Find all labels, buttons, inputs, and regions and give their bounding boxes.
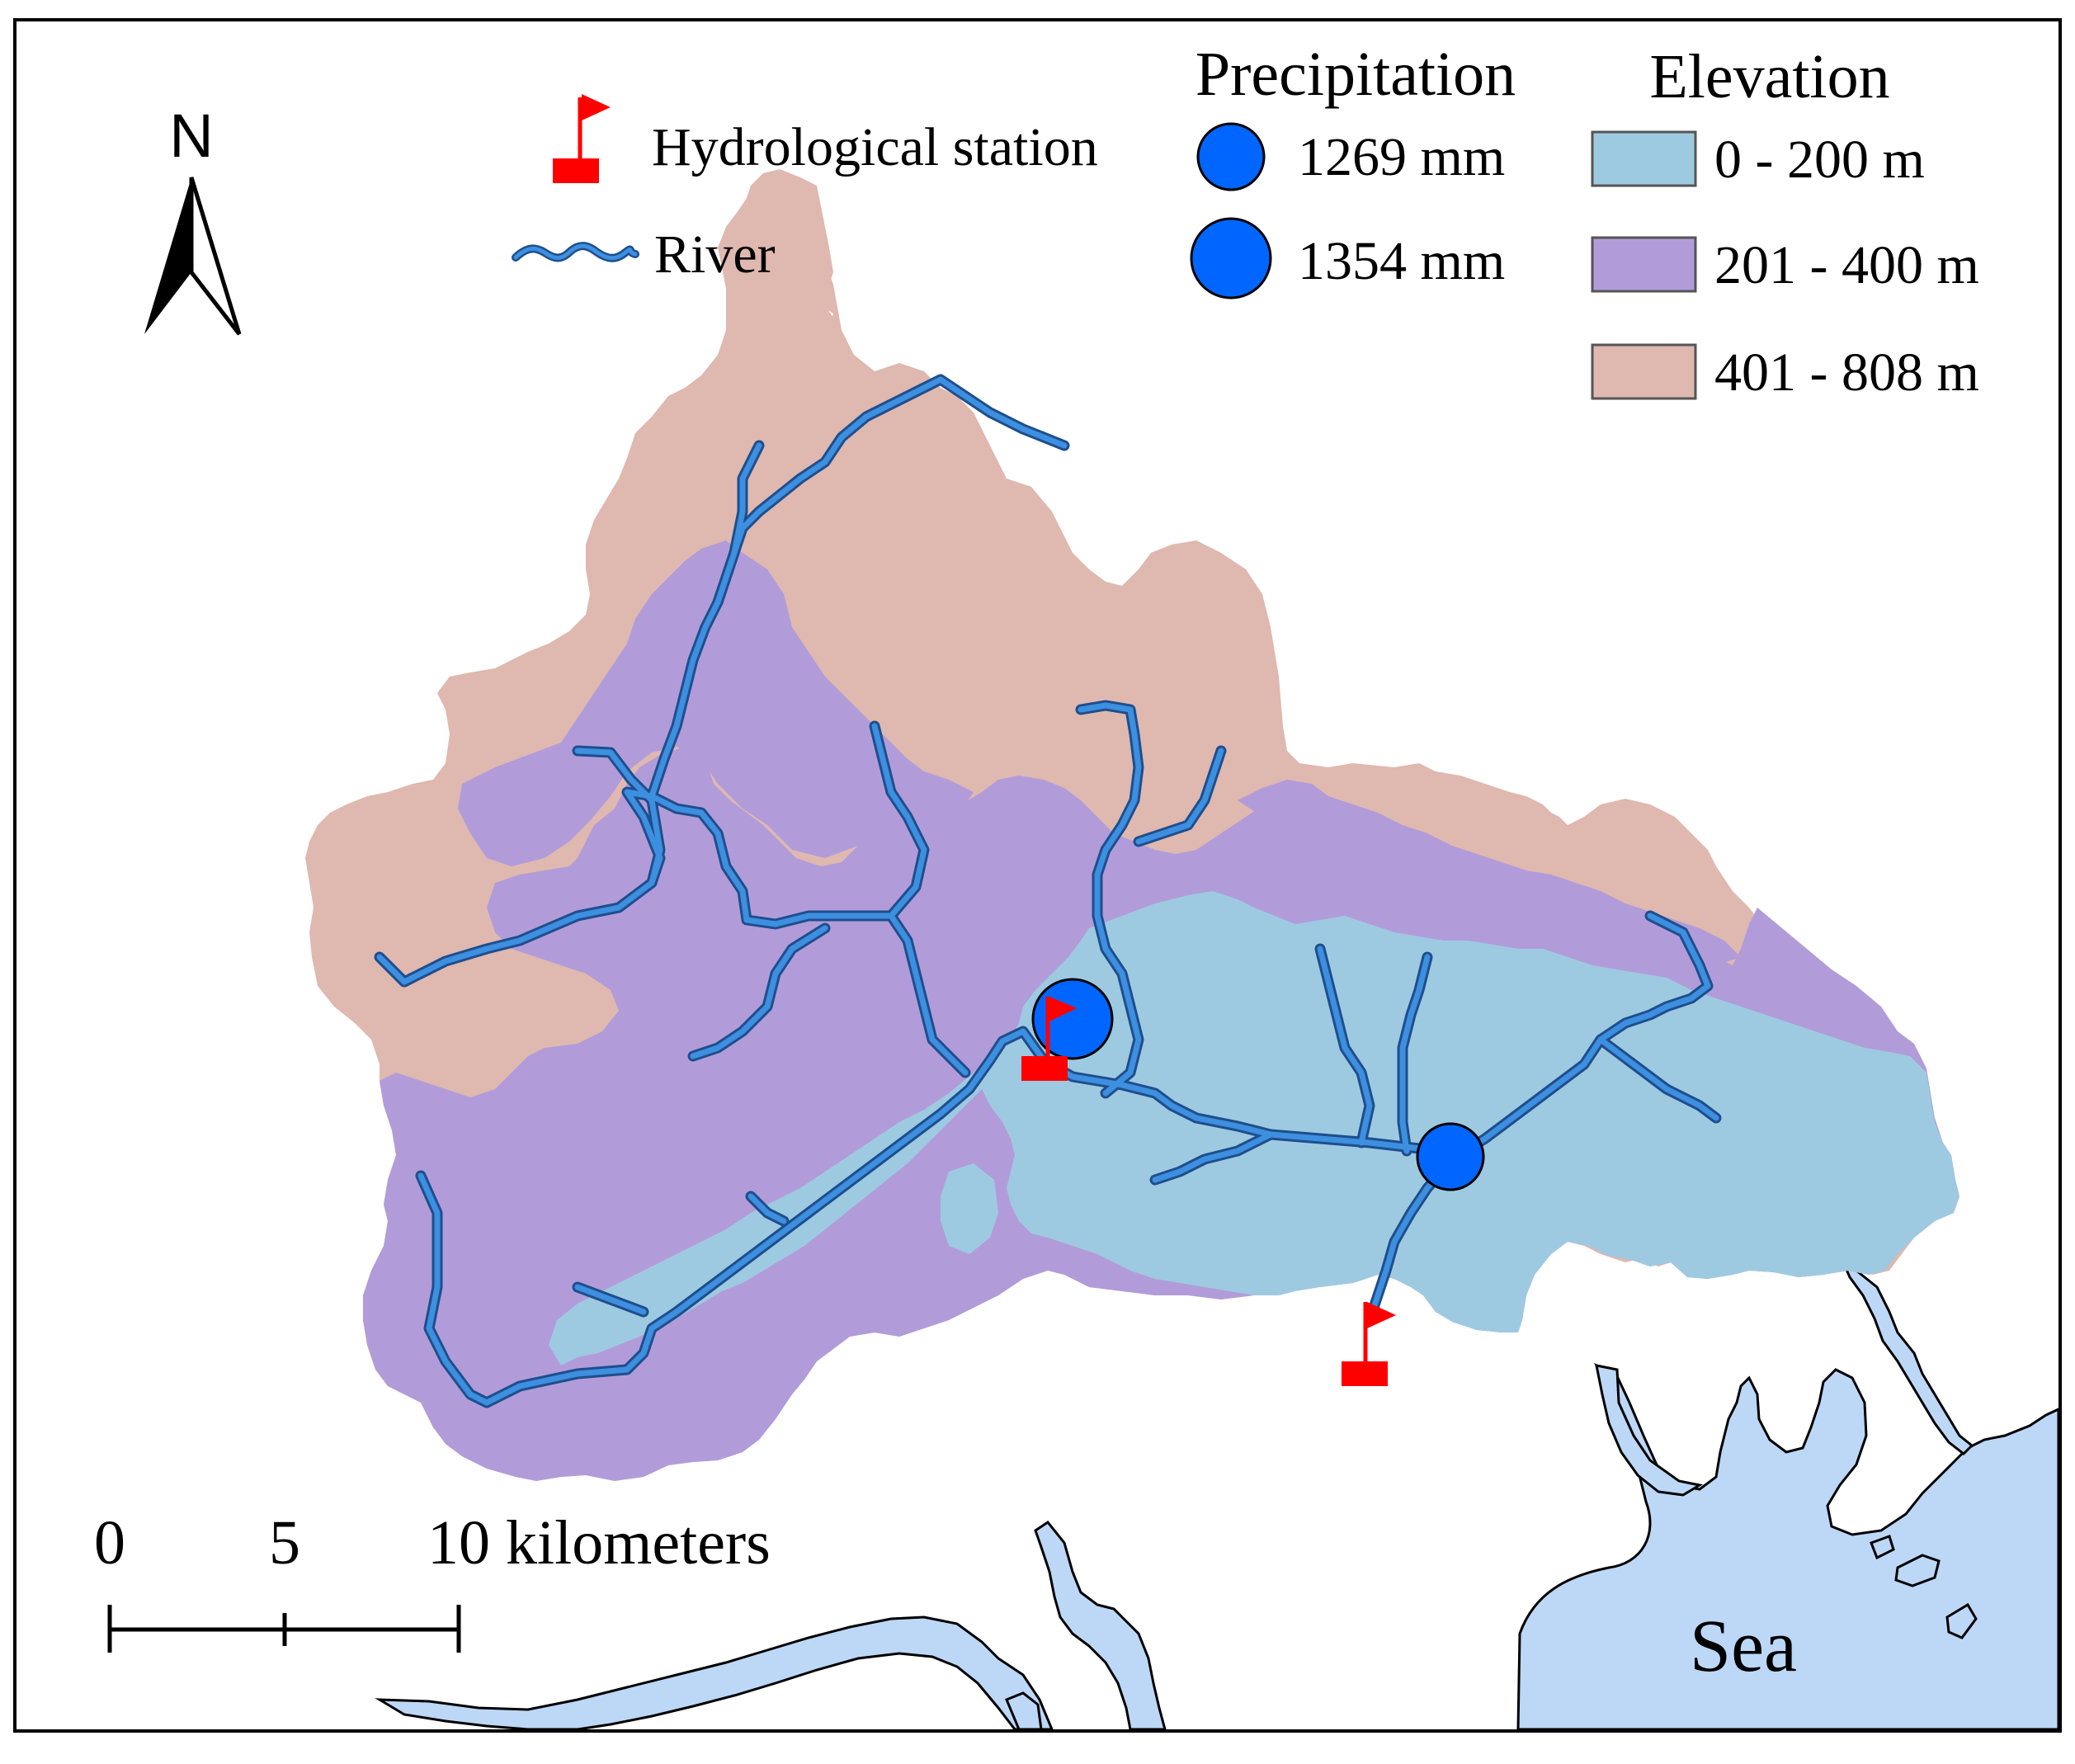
river-outlet-fill [1366,1156,1455,1323]
red-flag-icon [1367,1302,1396,1328]
river-tributary-southwest-branch-fill [690,925,828,1059]
blue-circle-icon [1190,217,1272,300]
legend-station-symbol [553,94,611,183]
station-base [1021,1056,1068,1081]
river-tributary-south-branch-fill [1152,1131,1274,1183]
blue-circle-icon [1196,122,1266,191]
river-fill [376,376,1719,1406]
legend-symbols: Hydrological station River [512,94,1098,285]
legend-station-base [553,158,599,183]
red-flag-icon [582,94,611,120]
north-arrow-icon-right [189,177,242,336]
precipitation-marker-1354[interactable] [1031,978,1114,1060]
scale-tick-label-0: 0 [94,1508,125,1578]
north-arrow: N [144,101,242,336]
sea-channel-south-2 [1034,1520,1167,1731]
precipitation-marker-1269[interactable] [1416,1122,1485,1191]
elevation-zone-201-400-east [1238,780,1741,965]
scale-bar: 0 5 10 kilometers [94,1508,771,1653]
river-network [374,374,1722,1408]
sea-islet-3 [1945,1602,1978,1639]
river-lower-course-fill [1449,913,1711,1163]
river-tributary-west-fill [417,1172,490,1406]
basin [305,169,1959,1481]
river-tributary-north-2-fill [714,442,762,606]
sea-islet-2 [1870,1535,1895,1560]
river-tributary-east-north-fill [1317,946,1373,1146]
elevation-zone-0-200-patch [941,1163,998,1254]
hydrological-station-upstream[interactable] [1021,997,1077,1081]
legend-precipitation: Precipitation 1269 mm 1354 mm [1190,40,1516,300]
scale-tick-label-10: 10 kilometers [427,1508,771,1578]
river-tributary-east-north-2-fill [1399,954,1431,1154]
elevation-label-201-400: 201 - 400 m [1714,235,1979,295]
river-tributary-north-1-fill [648,376,1068,799]
river-tributary-northwest-fill [376,748,663,985]
river-tributary-center-fill [871,723,927,919]
river-tributary-southwest-small-2-fill [747,1193,787,1224]
sea-label: Sea [1690,1606,1797,1687]
river-tributary-southwest-small-fill [574,1284,647,1315]
elevation-zone-0-200 [982,891,1959,1332]
sea-channel-south-3 [1005,1691,1043,1731]
legend-river-symbol [512,242,639,262]
river-tributary-middle-north-fill [1078,702,1142,1097]
scale-tick-label-5: 5 [269,1508,300,1578]
north-letter: N [169,101,213,170]
elevation-label-401-808: 401 - 808 m [1714,342,1979,403]
sea-inlet-left [1595,1364,1704,1497]
elevation-zone-0-200-southwest [549,1040,1015,1365]
north-arrow-icon [144,177,191,334]
elevation-zone-201-400-north [458,540,974,866]
river-main-channel-fill [483,1028,1455,1406]
elevation-label-0-200: 0 - 200 m [1714,130,1925,190]
red-flag-icon [1049,997,1077,1021]
legend-elevation: Elevation 0 - 200 m 201 - 400 m 401 - 80… [1591,42,1979,403]
hydrological-station-outlet[interactable] [1342,1302,1396,1386]
river-tributary-middle-north-2-fill [1135,748,1224,845]
wavy-line-icon-fill [513,243,638,261]
elevation-legend-title: Elevation [1649,42,1889,111]
precipitation-legend-title: Precipitation [1195,40,1516,109]
elevation-swatch-0-200 [1591,130,1697,187]
precipitation-legend-label-2: 1354 mm [1298,231,1505,291]
river-trunk-north-fill [624,789,969,1076]
elevation-swatch-401-808 [1591,343,1697,400]
sea-area [375,1248,2060,1731]
legend-river-label: River [654,224,776,285]
river-lower-branch-east-fill [1597,1036,1719,1121]
river-estuary-east [1840,1248,1974,1455]
precipitation-legend-label-1: 1269 mm [1298,127,1505,187]
station-base [1342,1361,1388,1386]
legend-station-label: Hydrological station [652,117,1098,177]
sea-islet-1 [1894,1554,1941,1587]
elevation-swatch-201-400 [1591,236,1697,293]
